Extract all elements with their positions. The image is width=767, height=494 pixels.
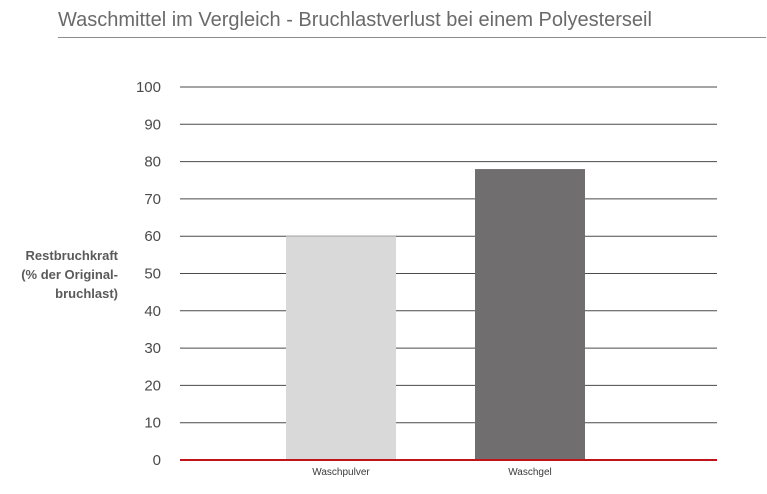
y-tick-labels: 0 10 20 30 40 50 60 70 80 90 100 <box>136 79 161 469</box>
bar-waschgel <box>475 169 585 460</box>
grid-lines <box>180 86 717 424</box>
category-labels: Waschpulver Waschgel <box>312 467 551 478</box>
chart-title: Waschmittel im Vergleich - Bruchlastverl… <box>58 9 652 31</box>
y-tick-label-60: 60 <box>144 228 161 245</box>
x-tick-label-waschpulver: Waschpulver <box>312 467 370 478</box>
y-tick-label-20: 20 <box>144 377 161 394</box>
y-tick-label-70: 70 <box>144 191 161 208</box>
x-tick-label-waschgel: Waschgel <box>508 467 552 478</box>
y-tick-label-0: 0 <box>153 452 161 469</box>
title-divider <box>58 37 766 38</box>
y-tick-label-50: 50 <box>144 266 161 283</box>
y-tick-label-80: 80 <box>144 154 161 171</box>
y-tick-label-10: 10 <box>144 415 161 432</box>
bars <box>286 169 585 460</box>
y-tick-label-90: 90 <box>144 116 161 133</box>
y-tick-label-40: 40 <box>144 303 161 320</box>
y-axis-label: Restbruchkraft (% der Original- bruchlas… <box>0 246 118 303</box>
y-axis-label-line-2: (% der Original- <box>21 267 118 282</box>
y-axis-label-line-3: bruchlast) <box>55 286 118 301</box>
bar-waschpulver <box>286 236 396 460</box>
y-tick-label-30: 30 <box>144 340 161 357</box>
y-axis-label-line-1: Restbruchkraft <box>25 248 118 263</box>
y-tick-label-100: 100 <box>136 79 161 96</box>
